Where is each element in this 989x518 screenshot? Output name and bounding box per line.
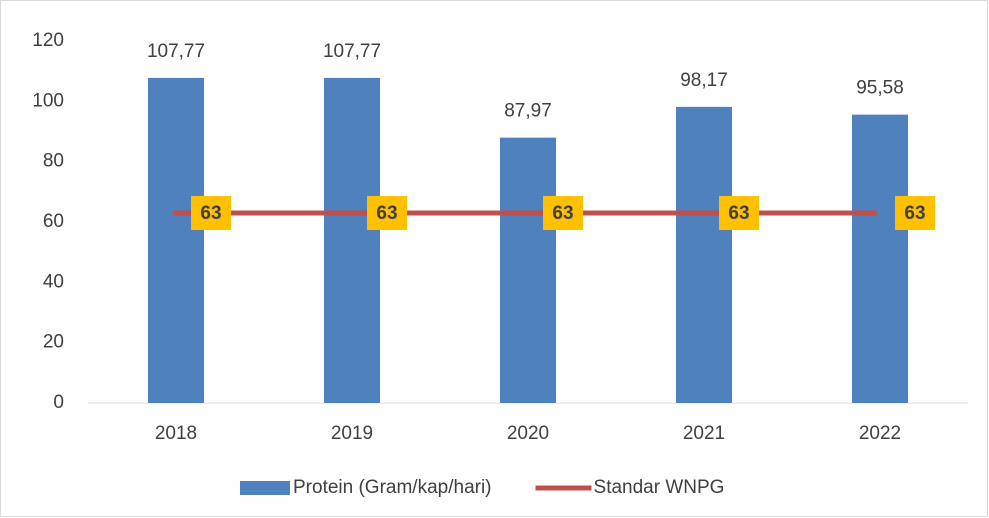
- bar: [852, 114, 908, 404]
- y-tick-label: 0: [53, 392, 64, 413]
- legend-label: Protein (Gram/kap/hari): [293, 477, 492, 498]
- data-label: 107,77: [147, 41, 205, 62]
- bar: [500, 137, 556, 403]
- legend-label: Standar WNPG: [594, 477, 725, 498]
- y-tick-label: 20: [43, 332, 64, 353]
- data-label-box: [719, 195, 759, 230]
- data-label: 63: [376, 203, 397, 224]
- bar: [676, 106, 732, 404]
- data-label: 98,17: [680, 70, 728, 91]
- data-label-box: [543, 195, 583, 230]
- x-tick-label: 2021: [683, 423, 725, 444]
- data-label-box: [895, 195, 935, 230]
- y-tick-label: 120: [32, 30, 64, 51]
- data-label: 63: [904, 203, 925, 224]
- data-label-box: [191, 195, 231, 230]
- data-label: 63: [728, 203, 749, 224]
- y-tick-label: 100: [32, 90, 64, 111]
- data-label: 95,58: [856, 78, 904, 99]
- data-label: 63: [552, 203, 573, 224]
- data-label-box: [367, 195, 407, 230]
- y-tick-label: 60: [43, 211, 64, 232]
- data-label: 87,97: [504, 101, 552, 122]
- y-tick-label: 80: [43, 151, 64, 172]
- data-label: 107,77: [323, 41, 381, 62]
- legend-swatch: [240, 481, 290, 495]
- data-label: 63: [200, 203, 221, 224]
- x-tick-label: 2022: [859, 423, 901, 444]
- y-tick-label: 40: [43, 271, 64, 292]
- bar: [148, 77, 204, 404]
- x-tick-label: 2020: [507, 423, 549, 444]
- x-tick-label: 2019: [331, 423, 373, 444]
- bar: [324, 77, 380, 404]
- x-tick-label: 2018: [155, 423, 197, 444]
